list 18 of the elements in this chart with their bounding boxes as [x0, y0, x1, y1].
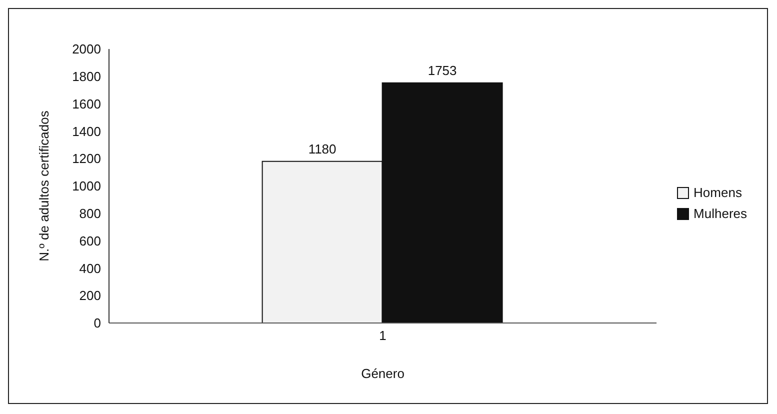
y-tick-label: 1600 — [72, 96, 101, 112]
y-tick-label: 1000 — [72, 178, 101, 194]
x-axis-title: Género — [361, 366, 404, 381]
data-label: 1753 — [428, 62, 457, 78]
y-axis-title: N.º de adultos certificados — [36, 110, 52, 262]
y-tick-label: 2000 — [72, 42, 101, 57]
legend-label: Homens — [694, 185, 742, 200]
y-tick-label: 1200 — [72, 151, 101, 166]
y-tick-label: 1800 — [72, 69, 101, 84]
legend-label: Mulheres — [694, 206, 747, 221]
y-tick-label: 800 — [79, 206, 101, 222]
y-tick-label: 200 — [79, 288, 101, 304]
y-tick-label: 400 — [79, 260, 101, 276]
data-label: 1180 — [308, 141, 336, 156]
y-tick-label: 600 — [79, 233, 101, 248]
y-tick-label: 0 — [94, 316, 101, 331]
x-tick-label: 1 — [379, 328, 386, 344]
y-tick-label: 1400 — [72, 124, 101, 139]
